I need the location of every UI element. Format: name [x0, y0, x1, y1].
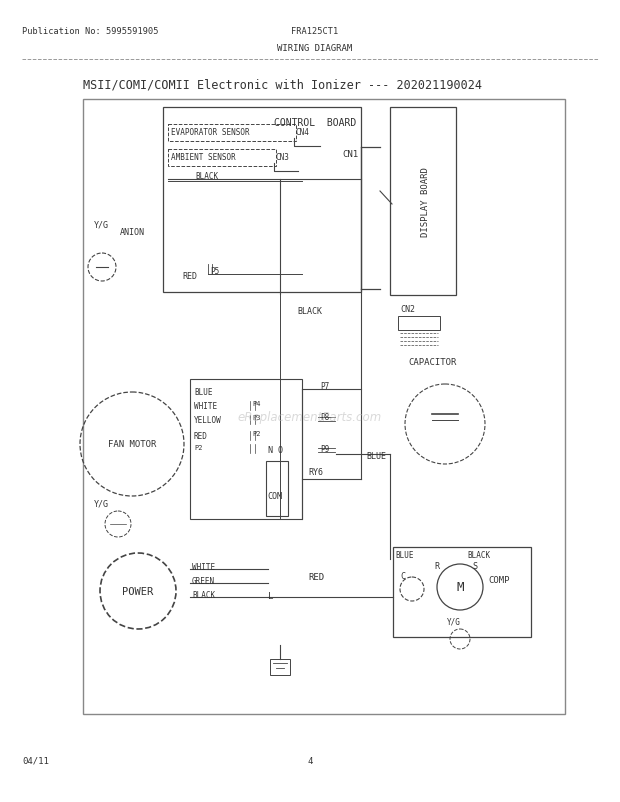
Bar	[270, 659, 290, 675]
Text: POWER: POWER	[122, 586, 154, 596]
Bar	[393, 547, 531, 638]
Text: WIRING DIAGRAM: WIRING DIAGRAM	[277, 44, 353, 53]
Text: WHITE: WHITE	[194, 402, 217, 411]
Text: MSII/COMI/COMII Electronic with Ionizer --- 202021190024: MSII/COMI/COMII Electronic with Ionizer …	[83, 78, 482, 91]
Bar	[163, 107, 361, 293]
Bar	[266, 461, 288, 516]
Text: Publication No: 5995591905: Publication No: 5995591905	[22, 27, 159, 36]
Text: BLUE: BLUE	[366, 452, 386, 460]
Text: ANION: ANION	[120, 228, 145, 237]
Bar	[83, 100, 565, 714]
Text: eReplacementParts.com: eReplacementParts.com	[238, 411, 382, 424]
Text: M: M	[456, 581, 464, 593]
Text: RED: RED	[194, 431, 208, 440]
Text: S: S	[472, 561, 477, 570]
Text: CN3: CN3	[276, 153, 290, 162]
Text: P5: P5	[210, 267, 219, 276]
Text: P4: P4	[252, 400, 260, 407]
Text: P8: P8	[320, 412, 329, 422]
Text: P2: P2	[252, 431, 260, 436]
Text: L: L	[268, 591, 273, 600]
Text: GREEN: GREEN	[192, 577, 215, 585]
Text: 04/11: 04/11	[22, 756, 49, 765]
Text: P2: P2	[194, 444, 203, 451]
Text: C: C	[400, 571, 405, 581]
Text: BLACK: BLACK	[298, 306, 322, 316]
Bar	[390, 107, 456, 296]
Bar	[168, 125, 296, 142]
Bar	[398, 317, 440, 330]
Text: CONTROL  BOARD: CONTROL BOARD	[274, 118, 356, 128]
Text: AMBIENT SENSOR: AMBIENT SENSOR	[171, 153, 236, 162]
Text: BLACK: BLACK	[467, 550, 490, 559]
Text: N O: N O	[268, 445, 283, 455]
Text: CN4: CN4	[296, 128, 310, 137]
Text: COM: COM	[267, 492, 282, 500]
Text: P3: P3	[252, 415, 260, 420]
Text: FAN MOTOR: FAN MOTOR	[108, 440, 156, 449]
Text: P7: P7	[320, 382, 329, 391]
Text: RY6: RY6	[308, 468, 323, 476]
Text: RED: RED	[308, 573, 324, 581]
Text: CN2: CN2	[400, 305, 415, 314]
Text: YELLOW: YELLOW	[194, 415, 222, 424]
Text: Y/G: Y/G	[94, 500, 109, 508]
Text: BLUE: BLUE	[395, 550, 414, 559]
Bar	[168, 150, 276, 167]
Text: CN1: CN1	[342, 150, 358, 159]
Text: WHITE: WHITE	[192, 562, 215, 571]
Text: DISPLAY BOARD: DISPLAY BOARD	[422, 167, 430, 237]
Text: RED: RED	[182, 272, 197, 281]
Text: R: R	[434, 561, 439, 570]
Text: Y/G: Y/G	[447, 618, 461, 626]
Text: FRA125CT1: FRA125CT1	[291, 27, 339, 36]
Text: 4: 4	[308, 756, 312, 765]
Text: CAPACITOR: CAPACITOR	[408, 358, 456, 367]
Text: P9: P9	[320, 444, 329, 453]
Bar	[190, 379, 302, 520]
Text: Y/G: Y/G	[94, 220, 109, 229]
Text: BLUE: BLUE	[194, 387, 213, 396]
Text: COMP: COMP	[488, 575, 510, 585]
Text: BLACK: BLACK	[192, 590, 215, 599]
Text: BLACK: BLACK	[195, 172, 218, 180]
Text: EVAPORATOR SENSOR: EVAPORATOR SENSOR	[171, 128, 250, 137]
